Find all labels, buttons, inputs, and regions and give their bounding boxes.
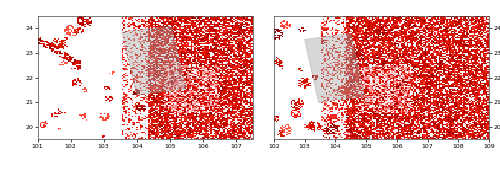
Polygon shape xyxy=(304,33,364,102)
Polygon shape xyxy=(122,26,186,95)
